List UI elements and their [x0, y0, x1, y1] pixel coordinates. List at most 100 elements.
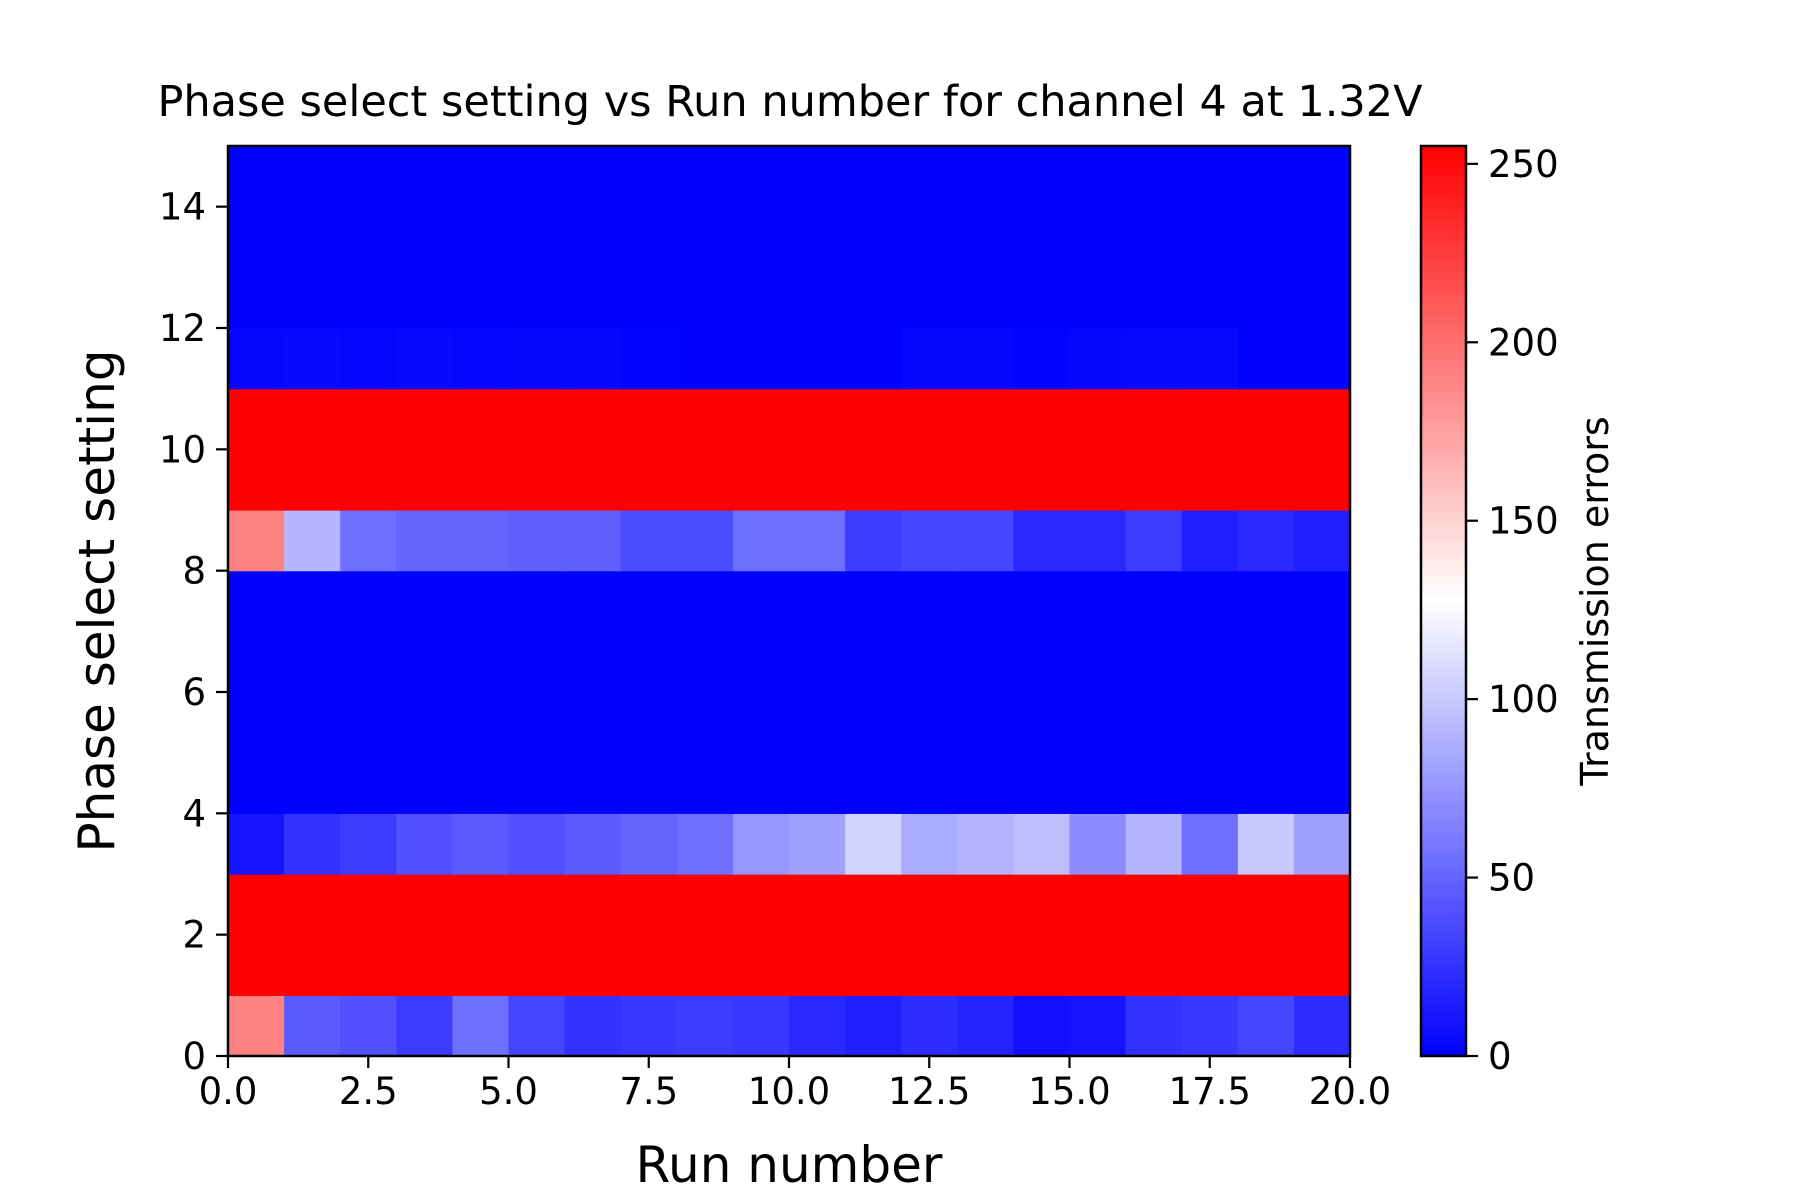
- heatmap-cell: [340, 570, 397, 814]
- x-tick-label: 7.5: [619, 1070, 678, 1113]
- heatmap-cell: [452, 388, 510, 511]
- heatmap-cell: [1069, 995, 1127, 1057]
- heatmap-cell: [1125, 874, 1183, 996]
- heatmap-cell: [508, 328, 566, 390]
- heatmap-cell: [1181, 874, 1239, 996]
- heatmap-cell: [508, 388, 566, 511]
- heatmap-cell: [564, 388, 622, 511]
- heatmap-cell: [957, 874, 1014, 996]
- heatmap-cell: [789, 146, 846, 329]
- heatmap-cell: [1181, 570, 1239, 814]
- heatmap-cell: [1237, 328, 1295, 390]
- heatmap-cell: [564, 813, 622, 875]
- colorbar-label: Transmission errors: [1573, 416, 1617, 786]
- heatmap-cell: [1237, 510, 1295, 572]
- heatmap-cell: [1069, 328, 1127, 390]
- heatmap-cell: [845, 146, 902, 329]
- heatmap-cell: [1293, 813, 1351, 875]
- heatmap-cell: [620, 874, 678, 996]
- heatmap-cell: [564, 510, 622, 572]
- colorbar: [1419, 144, 1468, 1058]
- heatmap-cell: [284, 388, 341, 511]
- heatmap-cell: [1293, 874, 1351, 996]
- heatmap-cell: [396, 874, 453, 996]
- heatmap-cell: [1293, 570, 1351, 814]
- heatmap-cell: [845, 328, 902, 390]
- heatmap-cell: [564, 995, 622, 1057]
- heatmap-cell: [452, 328, 510, 390]
- heatmap-cell: [789, 813, 846, 875]
- x-tick-label: 15.0: [1028, 1070, 1110, 1113]
- heatmap-cell: [228, 570, 285, 814]
- heatmap-cell: [620, 995, 678, 1057]
- heatmap-cell: [901, 146, 958, 329]
- x-tick-label: 20.0: [1309, 1070, 1391, 1113]
- heatmap-cell: [1181, 146, 1239, 329]
- chart-title: Phase select setting vs Run number for c…: [157, 77, 1423, 127]
- heatmap-cell: [284, 874, 341, 996]
- heatmap-cell: [1293, 510, 1351, 572]
- heatmap-cell: [901, 328, 958, 390]
- heatmap-cell: [508, 146, 566, 329]
- heatmap-cell: [284, 570, 341, 814]
- heatmap-cell: [564, 328, 622, 390]
- heatmap-cell: [452, 510, 510, 572]
- heatmap-cell: [508, 874, 566, 996]
- heatmap-cell: [1237, 874, 1295, 996]
- heatmap-cell: [1125, 388, 1183, 511]
- heatmap-cell: [620, 328, 678, 390]
- heatmap-cell: [732, 570, 790, 814]
- heatmap-cell: [676, 388, 734, 511]
- heatmap-cell: [452, 995, 510, 1057]
- heatmap-cell: [620, 146, 678, 329]
- heatmap-cell: [1181, 388, 1239, 511]
- heatmap-cell: [340, 328, 397, 390]
- heatmap-cell: [452, 146, 510, 329]
- x-tick-label: 17.5: [1169, 1070, 1251, 1113]
- x-axis-ticks: 0.0 2.5 5.0 7.5 10.0 12.5 15.0 17.5 20.0: [199, 1056, 1391, 1113]
- heatmap-cell: [1293, 388, 1351, 511]
- heatmap-cell: [620, 570, 678, 814]
- heatmap-cell: [1013, 570, 1071, 814]
- heatmap-cell: [1013, 510, 1071, 572]
- heatmap-cell: [508, 995, 566, 1057]
- heatmap-cell: [1237, 570, 1295, 814]
- y-tick-label: 4: [182, 792, 206, 835]
- heatmap-cell: [957, 146, 1014, 329]
- heatmap-cell: [845, 874, 902, 996]
- heatmap-cell: [676, 510, 734, 572]
- heatmap-cell: [228, 146, 285, 329]
- heatmap-cell: [732, 146, 790, 329]
- heatmap-cell: [901, 813, 958, 875]
- heatmap-cell: [789, 510, 846, 572]
- heatmap-cell: [1125, 570, 1183, 814]
- heatmap-cell: [284, 995, 341, 1057]
- heatmap-cell: [845, 570, 902, 814]
- heatmap-cell: [1069, 388, 1127, 511]
- heatmap-cell: [452, 813, 510, 875]
- heatmap-cell: [1013, 146, 1071, 329]
- y-tick-label: 12: [159, 307, 206, 350]
- heatmap-cell: [732, 328, 790, 390]
- heatmap-cell: [732, 510, 790, 572]
- heatmap-cell: [564, 874, 622, 996]
- heatmap-cell: [957, 510, 1014, 572]
- heatmap-cell: [1013, 874, 1071, 996]
- x-tick-label: 5.0: [479, 1070, 538, 1113]
- heatmap-cell: [340, 813, 397, 875]
- heatmap-cell: [284, 328, 341, 390]
- heatmap-cell: [1125, 146, 1183, 329]
- heatmap-cell: [284, 813, 341, 875]
- heatmap-cell: [1237, 146, 1295, 329]
- heatmap-cell: [284, 146, 341, 329]
- heatmap-cell: [1237, 388, 1295, 511]
- colorbar-tick-label: 200: [1488, 321, 1559, 364]
- heatmap-cell: [620, 388, 678, 511]
- heatmap-cell: [1293, 995, 1351, 1057]
- heatmap-cell: [396, 813, 453, 875]
- heatmap-cell: [901, 510, 958, 572]
- colorbar-tick-label: 150: [1488, 500, 1559, 543]
- heatmap-cell: [676, 813, 734, 875]
- heatmap-cell: [732, 813, 790, 875]
- heatmap-cell: [508, 570, 566, 814]
